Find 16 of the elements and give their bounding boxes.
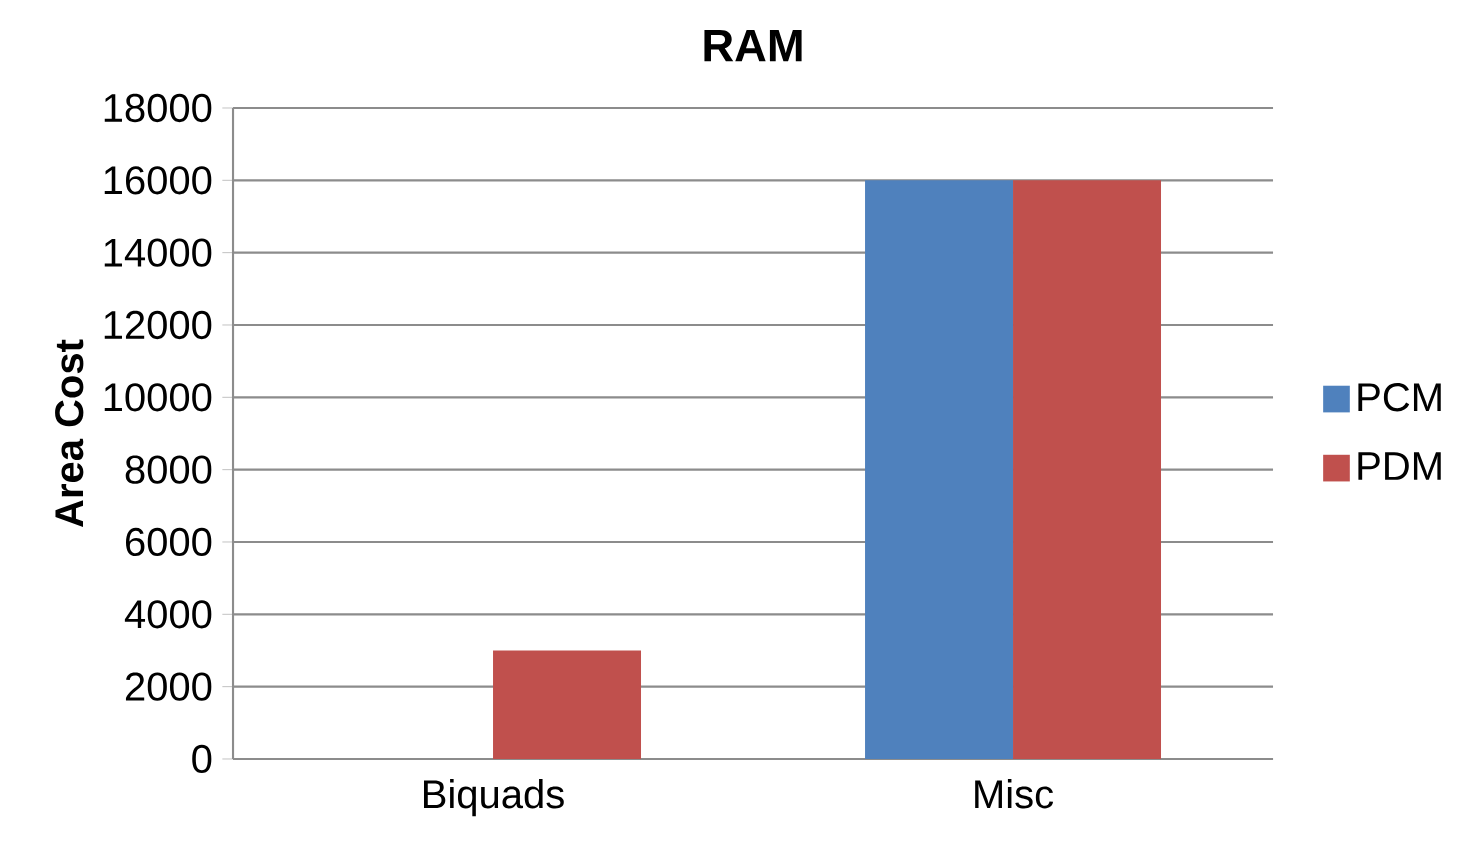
y-tick-label: 2000 (125, 672, 212, 701)
y-tick-label: 12000 (104, 310, 212, 340)
y-tick-label: 6000 (126, 527, 212, 557)
chart-title: RAM (704, 30, 802, 62)
y-tick-label: 14000 (104, 238, 212, 267)
legend-label: PCM (1358, 383, 1441, 412)
y-tick-label: 16000 (104, 166, 212, 195)
x-tick-label: Misc (975, 779, 1054, 809)
x-tick-label: Biquads (424, 779, 564, 817)
y-tick-label: 18000 (104, 93, 212, 123)
y-tick-label: 8000 (125, 455, 212, 484)
y-axis-title: Area Cost (55, 339, 84, 527)
y-tick-label: 10000 (104, 383, 212, 412)
y-tick-label: 0 (192, 744, 212, 774)
legend-label: PDM (1358, 452, 1441, 480)
y-tick-label: 4000 (124, 600, 212, 629)
